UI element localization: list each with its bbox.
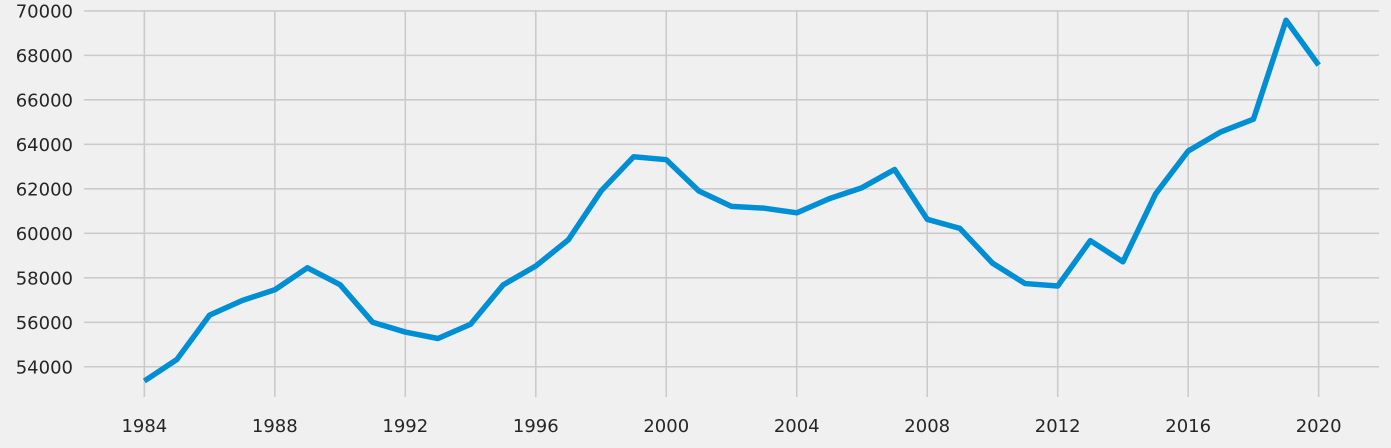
data-point-2018 [1251,117,1255,121]
data-point-2015 [1154,192,1158,196]
y-tick-label-60000: 60000 [16,224,73,245]
data-point-2012 [1056,284,1060,288]
y-tick-label-56000: 56000 [16,313,73,334]
x-tick-label-1984: 1984 [121,416,167,437]
x-tick-label-1992: 1992 [382,416,428,437]
y-tick-label-66000: 66000 [16,90,73,111]
x-tick-label-2016: 2016 [1165,416,1211,437]
data-point-1990 [338,283,342,287]
data-point-2013 [1088,239,1092,243]
y-tick-label-68000: 68000 [16,46,73,67]
data-point-2006 [860,186,864,190]
data-point-2020 [1317,63,1321,67]
data-point-2011 [1023,282,1027,286]
data-point-2005 [827,197,831,201]
x-tick-label-2004: 2004 [774,416,820,437]
data-point-2002 [730,204,734,208]
data-point-1985 [175,357,179,361]
data-point-1984 [142,379,146,383]
data-point-2016 [1186,149,1190,153]
data-point-2004 [795,211,799,215]
data-point-2003 [762,206,766,210]
series-layer [142,17,1321,384]
data-point-1999 [632,155,636,159]
x-tick-label-2020: 2020 [1296,416,1342,437]
data-point-1991 [371,320,375,324]
data-point-1997 [566,238,570,242]
data-point-1995 [501,283,505,287]
x-tick-label-1988: 1988 [252,416,298,437]
y-tick-label-54000: 54000 [16,357,73,378]
x-tick-label-2000: 2000 [643,416,689,437]
data-point-1998 [599,189,603,193]
data-point-2000 [664,158,668,162]
data-point-1992 [403,330,407,334]
y-gridlines [84,10,1379,368]
data-point-2001 [697,189,701,193]
data-point-2014 [1121,260,1125,264]
data-point-2010 [990,261,994,265]
data-point-1989 [305,266,309,270]
y-tick-label-70000: 70000 [16,1,73,22]
data-point-1993 [436,337,440,341]
x-gridlines [143,10,1320,397]
data-point-2007 [893,167,897,171]
data-point-1994 [469,322,473,326]
y-tick-label-58000: 58000 [16,268,73,289]
x-tick-label-2012: 2012 [1035,416,1081,437]
x-tick-labels: 1984 1988 1992 1996 2000 2004 2008 2012 2016 2020 [121,416,1341,437]
data-point-1987 [240,298,244,302]
data-point-2009 [958,226,962,230]
data-point-2019 [1284,18,1288,22]
data-point-2008 [925,217,929,221]
x-tick-label-2008: 2008 [904,416,950,437]
data-point-1996 [534,264,538,268]
y-tick-labels: 54000 56000 58000 60000 62000 64000 66000 68000… [16,1,73,378]
series-line-0 [142,17,1321,384]
data-point-2017 [1219,130,1223,134]
data-point-1986 [208,313,212,317]
data-point-1988 [273,288,277,292]
y-tick-label-64000: 64000 [16,135,73,156]
x-tick-label-1996: 1996 [513,416,559,437]
y-tick-label-62000: 62000 [16,179,73,200]
